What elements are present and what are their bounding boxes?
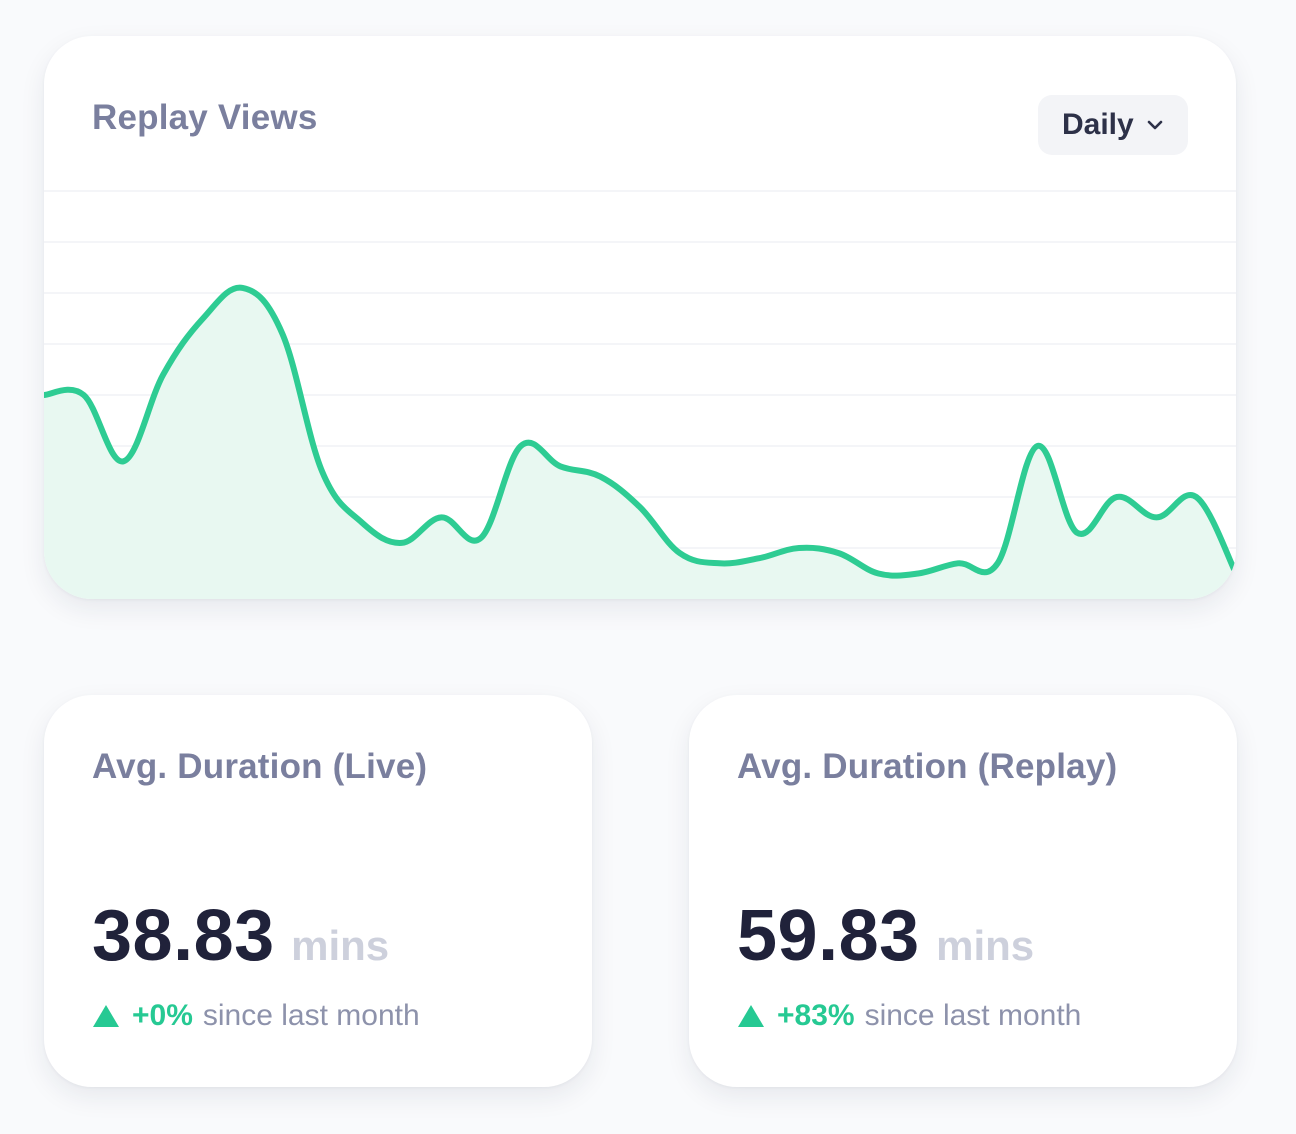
chart-point-10 [399, 540, 405, 546]
chart-area-fill [44, 287, 1236, 599]
chart-point-6 [240, 285, 246, 291]
chart-point-14 [558, 463, 564, 469]
chevron-down-icon [1147, 120, 1163, 130]
chart-point-25 [995, 560, 1001, 566]
chart-point-9 [359, 520, 365, 526]
stat-title: Avg. Duration (Replay) [737, 747, 1118, 786]
chart-point-4 [160, 372, 166, 378]
chart-series-line [44, 284, 1236, 579]
stat-value-row: 38.83 mins [92, 895, 389, 977]
stat-change-percent: +83% [777, 999, 855, 1032]
period-dropdown[interactable]: Daily [1038, 95, 1188, 155]
chart-point-16 [637, 504, 643, 510]
chart-point-12 [478, 535, 484, 541]
stat-change-percent: +0% [132, 999, 193, 1032]
stat-unit: mins [291, 922, 390, 969]
chart-point-15 [597, 474, 603, 480]
stat-title: Avg. Duration (Live) [92, 747, 428, 786]
chart-point-13 [518, 443, 524, 449]
chart-point-26 [1034, 443, 1040, 449]
chart-point-5 [200, 316, 206, 322]
chart-point-17 [677, 550, 683, 556]
chart-point-19 [756, 555, 762, 561]
chart-point-29 [1154, 514, 1160, 520]
chart-point-24 [955, 560, 961, 566]
stat-change-period: since last month [864, 999, 1082, 1032]
chart-point-3 [120, 458, 126, 464]
chart-title: Replay Views [92, 98, 318, 137]
stat-value-row: 59.83 mins [737, 895, 1034, 977]
stat-value: 59.83 [737, 896, 920, 976]
chart-point-22 [875, 571, 881, 577]
chart-point-11 [438, 514, 444, 520]
replay-views-chart [44, 190, 1236, 599]
chart-point-30 [1193, 494, 1199, 500]
stat-change-period: since last month [202, 999, 420, 1032]
avg-duration-replay-card: Avg. Duration (Replay) 59.83 mins +83% s… [689, 695, 1237, 1087]
chart-point-27 [1074, 530, 1080, 536]
period-dropdown-label: Daily [1062, 108, 1134, 141]
stat-value: 38.83 [92, 896, 275, 976]
chart-point-21 [836, 550, 842, 556]
chart-point-23 [915, 571, 921, 577]
triangle-up-icon [738, 1005, 764, 1027]
stat-change-row: +0% since last month [92, 999, 420, 1033]
stat-change-row: +83% since last month [737, 999, 1081, 1033]
chart-point-20 [796, 545, 802, 551]
stat-unit: mins [936, 922, 1035, 969]
chart-point-7 [279, 331, 285, 337]
triangle-up-icon [93, 1005, 119, 1027]
chart-point-8 [319, 469, 325, 475]
chart-point-18 [716, 560, 722, 566]
replay-views-card: Replay Views Daily [44, 36, 1236, 599]
chart-point-2 [81, 392, 87, 398]
avg-duration-live-card: Avg. Duration (Live) 38.83 mins +0% sinc… [44, 695, 592, 1087]
chart-point-28 [1114, 494, 1120, 500]
